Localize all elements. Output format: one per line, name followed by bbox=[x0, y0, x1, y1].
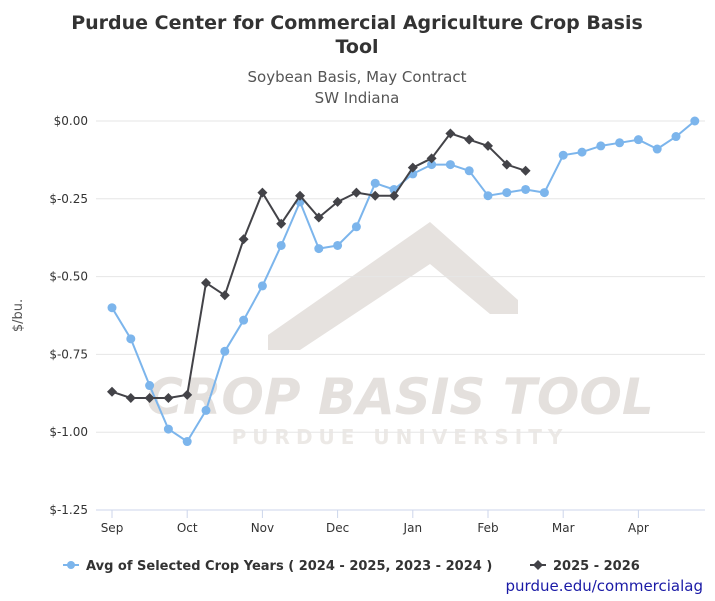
y-tick-label: $-0.25 bbox=[49, 192, 88, 206]
legend[interactable]: Avg of Selected Crop Years ( 2024 - 2025… bbox=[63, 559, 640, 574]
data-point[interactable] bbox=[427, 160, 437, 170]
data-point[interactable] bbox=[615, 138, 625, 148]
watermark-roof-shape bbox=[268, 222, 518, 350]
data-point[interactable] bbox=[333, 240, 343, 250]
watermark: CROP BASIS TOOL PURDUE UNIVERSITY bbox=[146, 222, 654, 449]
data-point[interactable] bbox=[107, 303, 117, 313]
data-point[interactable] bbox=[125, 392, 136, 403]
data-point[interactable] bbox=[426, 153, 437, 164]
chart-title-line-1: Purdue Center for Commercial Agriculture… bbox=[71, 12, 643, 34]
x-tick-label: Oct bbox=[177, 521, 198, 535]
data-point[interactable] bbox=[295, 190, 305, 201]
data-point[interactable] bbox=[671, 132, 681, 142]
y-tick-label: $-0.75 bbox=[49, 347, 88, 361]
data-point[interactable] bbox=[596, 141, 606, 151]
data-point[interactable] bbox=[182, 389, 193, 400]
data-point[interactable] bbox=[201, 277, 211, 288]
data-point[interactable] bbox=[652, 144, 662, 154]
data-point[interactable] bbox=[521, 184, 531, 194]
data-point[interactable] bbox=[351, 187, 362, 198]
watermark-subtitle: PURDUE UNIVERSITY bbox=[232, 425, 569, 449]
legend-item-current[interactable]: 2025 - 2026 bbox=[530, 559, 640, 574]
x-tick-label: Jan bbox=[403, 521, 423, 535]
data-point[interactable] bbox=[276, 240, 286, 250]
legend-avg-marker-icon bbox=[67, 561, 75, 569]
data-point[interactable] bbox=[539, 188, 549, 198]
data-point[interactable] bbox=[502, 188, 512, 198]
data-point[interactable] bbox=[201, 405, 211, 415]
data-point[interactable] bbox=[276, 218, 287, 229]
x-tick-label: Feb bbox=[477, 521, 498, 535]
data-point[interactable] bbox=[313, 212, 324, 223]
y-axis: $0.00 $-0.25 $-0.50 $-0.75 $-1.00 $-1.25 bbox=[49, 114, 88, 517]
data-point[interactable] bbox=[445, 128, 456, 139]
y-axis-title: $/bu. bbox=[11, 299, 26, 332]
data-point[interactable] bbox=[220, 346, 230, 356]
data-point[interactable] bbox=[464, 166, 474, 176]
y-tick-label: $-1.25 bbox=[49, 503, 88, 517]
chart-subtitle-line-1: Soybean Basis, May Contract bbox=[248, 68, 467, 86]
series-layer bbox=[107, 116, 700, 447]
data-point[interactable] bbox=[163, 392, 174, 403]
data-point[interactable] bbox=[577, 147, 587, 157]
grid-lines bbox=[96, 120, 705, 511]
data-point[interactable] bbox=[239, 315, 249, 325]
data-point[interactable] bbox=[163, 424, 173, 434]
data-point[interactable] bbox=[558, 150, 568, 160]
data-point[interactable] bbox=[182, 437, 192, 447]
data-point[interactable] bbox=[370, 190, 381, 201]
data-point[interactable] bbox=[238, 234, 249, 245]
data-point[interactable] bbox=[145, 381, 155, 391]
data-point[interactable] bbox=[126, 334, 136, 344]
x-axis: Sep Oct Nov Dec Jan Feb Mar Apr bbox=[96, 509, 705, 535]
data-point[interactable] bbox=[332, 196, 343, 207]
x-tick-label: Dec bbox=[326, 521, 349, 535]
series-1[interactable] bbox=[107, 128, 531, 403]
legend-item-avg[interactable]: Avg of Selected Crop Years ( 2024 - 2025… bbox=[63, 559, 492, 574]
y-tick-label: $0.00 bbox=[54, 114, 88, 128]
legend-avg-label: Avg of Selected Crop Years ( 2024 - 2025… bbox=[86, 559, 492, 574]
credit-link[interactable]: purdue.edu/commercialag bbox=[506, 577, 703, 595]
data-point[interactable] bbox=[690, 116, 700, 126]
data-point[interactable] bbox=[501, 159, 512, 170]
data-point[interactable] bbox=[314, 244, 324, 254]
x-tick-label: Nov bbox=[251, 521, 274, 535]
data-point[interactable] bbox=[107, 386, 117, 397]
data-point[interactable] bbox=[370, 178, 380, 188]
legend-current-marker-icon bbox=[533, 560, 543, 570]
chart-subtitle-line-2: SW Indiana bbox=[315, 89, 400, 107]
y-tick-label: $-1.00 bbox=[49, 425, 88, 439]
data-point[interactable] bbox=[144, 392, 155, 403]
x-tick-label: Sep bbox=[101, 521, 124, 535]
chart-title-line-2: Tool bbox=[335, 36, 378, 58]
data-point[interactable] bbox=[483, 140, 493, 151]
data-point[interactable] bbox=[257, 187, 268, 198]
legend-current-label: 2025 - 2026 bbox=[553, 559, 640, 574]
data-point[interactable] bbox=[219, 290, 230, 301]
data-point[interactable] bbox=[464, 134, 475, 145]
data-point[interactable] bbox=[483, 191, 493, 201]
data-point[interactable] bbox=[257, 281, 267, 291]
data-point[interactable] bbox=[407, 162, 418, 173]
y-tick-label: $-0.50 bbox=[49, 270, 88, 284]
x-tick-label: Mar bbox=[552, 521, 575, 535]
data-point[interactable] bbox=[445, 160, 455, 170]
data-point[interactable] bbox=[633, 135, 643, 145]
x-tick-label: Apr bbox=[628, 521, 649, 535]
data-point[interactable] bbox=[520, 165, 531, 176]
data-point[interactable] bbox=[351, 222, 361, 232]
data-point[interactable] bbox=[389, 190, 399, 201]
watermark-title: CROP BASIS TOOL bbox=[146, 368, 654, 426]
